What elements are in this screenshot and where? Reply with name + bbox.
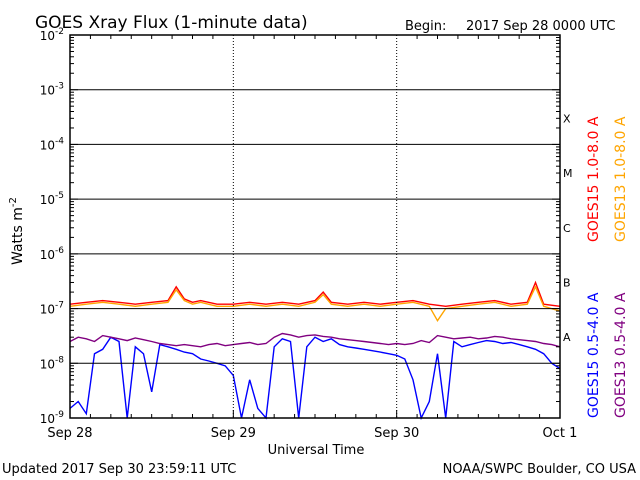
begin-value: 2017 Sep 28 0000 UTC — [466, 19, 616, 34]
legend-entry-goes13-0-5-4-0-a: GOES13 0.5-4.0 A — [613, 292, 629, 418]
y-tick-label: 10-7 — [40, 301, 64, 317]
plot-area — [70, 35, 560, 418]
plot-background — [70, 35, 560, 418]
y-tick-label: 10-8 — [40, 355, 65, 371]
class-label-c: C — [563, 222, 571, 235]
updated-timestamp: Updated 2017 Sep 30 23:59:11 UTC — [2, 462, 236, 477]
legend-entry-goes13-1-0-8-0-a: GOES13 1.0-8.0 A — [613, 116, 629, 242]
chart-title: GOES Xray Flux (1-minute data) — [35, 13, 308, 33]
x-tick-label: Sep 29 — [211, 426, 256, 441]
y-tick-label: 10-6 — [40, 246, 65, 262]
y-tick-label: 10-2 — [40, 27, 64, 43]
legend-entry-goes15-0-5-4-0-a: GOES15 0.5-4.0 A — [586, 292, 602, 418]
y-tick-label: 10-9 — [40, 410, 65, 426]
x-axis-label: Universal Time — [268, 443, 365, 458]
y-tick-label: 10-5 — [40, 191, 64, 207]
series-line-goes15-0-5-4-0-a — [69, 336, 561, 421]
class-label-b: B — [563, 276, 571, 289]
y-tick-label: 10-3 — [40, 82, 64, 98]
y-axis-label: Watts m-2 — [8, 197, 26, 265]
x-tick-label: Sep 30 — [374, 426, 419, 441]
legend-entry-goes15-1-0-8-0-a: GOES15 1.0-8.0 A — [586, 116, 602, 242]
series-layer — [69, 280, 561, 421]
series-line-goes15-1-0-8-0-a — [69, 280, 561, 308]
grid-layer — [70, 35, 560, 418]
class-label-m: M — [563, 167, 573, 180]
series-line-goes13-0-5-4-0-a — [69, 332, 561, 348]
begin-label: Begin: — [405, 19, 446, 34]
y-tick-label: 10-4 — [40, 136, 65, 152]
series-line-goes13-1-0-8-0-a — [69, 285, 561, 323]
class-label-x: X — [563, 112, 571, 125]
class-label-a: A — [563, 331, 571, 344]
x-tick-label: Oct 1 — [543, 426, 578, 441]
legend: GOES15 1.0-8.0 A GOES13 1.0-8.0 A GOES15 0… — [586, 116, 629, 418]
credit-text: NOAA/SWPC Boulder, CO USA — [443, 462, 636, 477]
x-tick-label: Sep 28 — [47, 426, 92, 441]
